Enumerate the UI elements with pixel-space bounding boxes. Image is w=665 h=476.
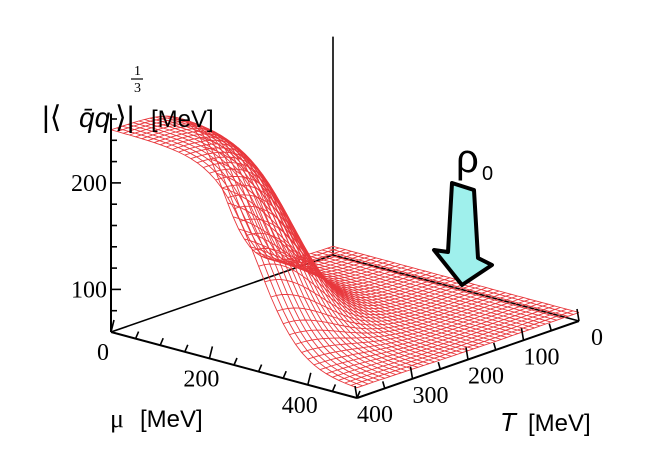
z-label-unit: [MeV] <box>151 106 214 133</box>
mesh-line-mu <box>240 218 463 307</box>
mesh-line-mu <box>319 302 543 371</box>
mu-unit: [MeV] <box>140 406 203 433</box>
mesh-line-mu <box>184 147 407 284</box>
T-tick-label: 100 <box>524 344 560 370</box>
mesh-line-mu <box>350 310 574 386</box>
rho0-arrow <box>432 181 494 287</box>
mesh-line-mu <box>233 205 457 304</box>
mu-tick <box>257 364 263 372</box>
mesh-line-mu <box>160 133 383 276</box>
T-tick <box>492 342 497 351</box>
mesh-line-mu <box>326 303 549 375</box>
mesh-line-mu <box>332 305 555 378</box>
mesh-line-mu <box>147 128 371 272</box>
T-tick <box>381 381 386 389</box>
mesh-line-T <box>199 136 446 359</box>
mu-tick <box>184 344 189 353</box>
T-unit: [MeV] <box>528 410 591 437</box>
mesh-line-T <box>155 116 402 374</box>
T-tick-label: 300 <box>413 383 449 409</box>
mesh-line-mu <box>307 298 530 360</box>
mu-tick <box>134 331 140 339</box>
mesh-line-mu <box>141 125 364 270</box>
mesh-line-mu <box>270 288 494 322</box>
T-tick <box>576 308 580 322</box>
mesh-line-mu <box>295 295 518 345</box>
mu-tick <box>282 370 287 379</box>
mesh-line-mu <box>252 247 475 313</box>
mu-tick <box>233 357 238 366</box>
mu-tick <box>331 384 337 392</box>
mesh-line-mu <box>203 162 426 291</box>
mesh-line-mu <box>135 123 358 268</box>
mesh-line-mu <box>246 232 469 310</box>
mesh-line-T <box>194 129 441 361</box>
mu-symbol: μ <box>110 404 124 433</box>
mesh-line-mu <box>227 194 451 301</box>
mesh-line-mu <box>289 293 512 336</box>
mesh-line-mu <box>313 300 537 366</box>
T-tick <box>548 323 553 331</box>
z-label-exp-den: 3 <box>134 81 141 96</box>
mesh-line-mu <box>166 136 389 278</box>
mu-tick <box>307 372 312 385</box>
axes: 100 200 0 200 400 0 100 200 300 400 <box>71 113 603 428</box>
rho0-label: ρ <box>456 137 479 181</box>
T-tick <box>465 347 469 360</box>
mu-tick-label: 0 <box>97 340 109 366</box>
z-tick-label: 100 <box>71 277 107 303</box>
mesh-line-mu <box>129 121 352 266</box>
mesh-line-mu <box>338 307 561 381</box>
T-tick <box>409 366 414 379</box>
z-axis-label: |⟨ q̄q ⟩| 1 3 [MeV] <box>42 64 214 134</box>
T-tick-label: 200 <box>468 364 504 390</box>
z-tick-label: 200 <box>71 171 107 197</box>
mesh-line-mu <box>123 119 346 264</box>
mesh-line-mu <box>153 130 377 274</box>
mesh-line-mu <box>264 279 487 319</box>
mesh-line-mu <box>356 312 580 389</box>
surface-mesh <box>110 115 580 389</box>
mesh-line-mu <box>301 297 524 353</box>
T-tick <box>354 385 358 399</box>
z-label-prefix: |⟨ <box>42 101 62 134</box>
mu-axis-label: μ [MeV] <box>110 404 203 433</box>
mu-tick <box>208 346 214 359</box>
T-tick-label: 0 <box>591 325 603 351</box>
T-tick-label: 400 <box>357 402 393 428</box>
mu-tick-label: 200 <box>183 366 219 392</box>
T-axis-label: T [MeV] <box>500 407 591 437</box>
T-symbol: T <box>500 407 518 437</box>
z-label-operator: q̄q <box>79 102 111 133</box>
z-label-exp-num: 1 <box>134 64 141 79</box>
mesh-line-mu <box>276 290 500 326</box>
mesh-line-T <box>133 122 380 381</box>
z-label-suffix: ⟩| <box>115 101 135 134</box>
rho0-annotation: ρ 0 <box>432 137 494 287</box>
mesh-line-mu <box>283 292 506 330</box>
mesh-line-mu <box>344 308 567 384</box>
mu-tick <box>159 337 164 346</box>
T-tick <box>520 328 525 341</box>
mu-tick-label: 400 <box>282 393 318 419</box>
rho0-subscript: 0 <box>482 163 493 185</box>
mesh-line-mu <box>178 143 401 282</box>
mesh-line-mu <box>258 263 481 316</box>
mu-tick <box>110 319 115 333</box>
T-tick <box>437 361 442 370</box>
